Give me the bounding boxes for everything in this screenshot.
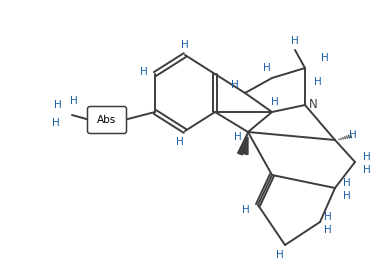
Text: H: H: [276, 250, 284, 260]
Text: H: H: [349, 130, 357, 140]
Polygon shape: [242, 137, 248, 155]
Text: H: H: [242, 205, 250, 215]
Text: H: H: [234, 132, 242, 142]
Text: H: H: [231, 80, 239, 90]
Text: H: H: [176, 137, 184, 147]
Text: H: H: [70, 96, 78, 106]
Text: H: H: [140, 67, 148, 77]
Text: H: H: [291, 36, 299, 46]
Text: Abs: Abs: [98, 115, 117, 125]
Text: H: H: [321, 53, 329, 63]
Text: N: N: [309, 98, 317, 112]
Text: H: H: [314, 77, 322, 87]
Text: H: H: [263, 63, 271, 73]
Text: H: H: [363, 152, 371, 162]
Polygon shape: [238, 132, 248, 155]
Text: H: H: [343, 191, 351, 201]
Text: H: H: [324, 212, 332, 222]
Text: H: H: [181, 40, 189, 50]
FancyBboxPatch shape: [88, 107, 126, 133]
Text: H: H: [271, 97, 279, 107]
Text: H: H: [54, 100, 62, 110]
Text: H: H: [52, 118, 60, 128]
Text: H: H: [363, 165, 371, 175]
Text: H: H: [343, 178, 351, 188]
Text: H: H: [324, 225, 332, 235]
